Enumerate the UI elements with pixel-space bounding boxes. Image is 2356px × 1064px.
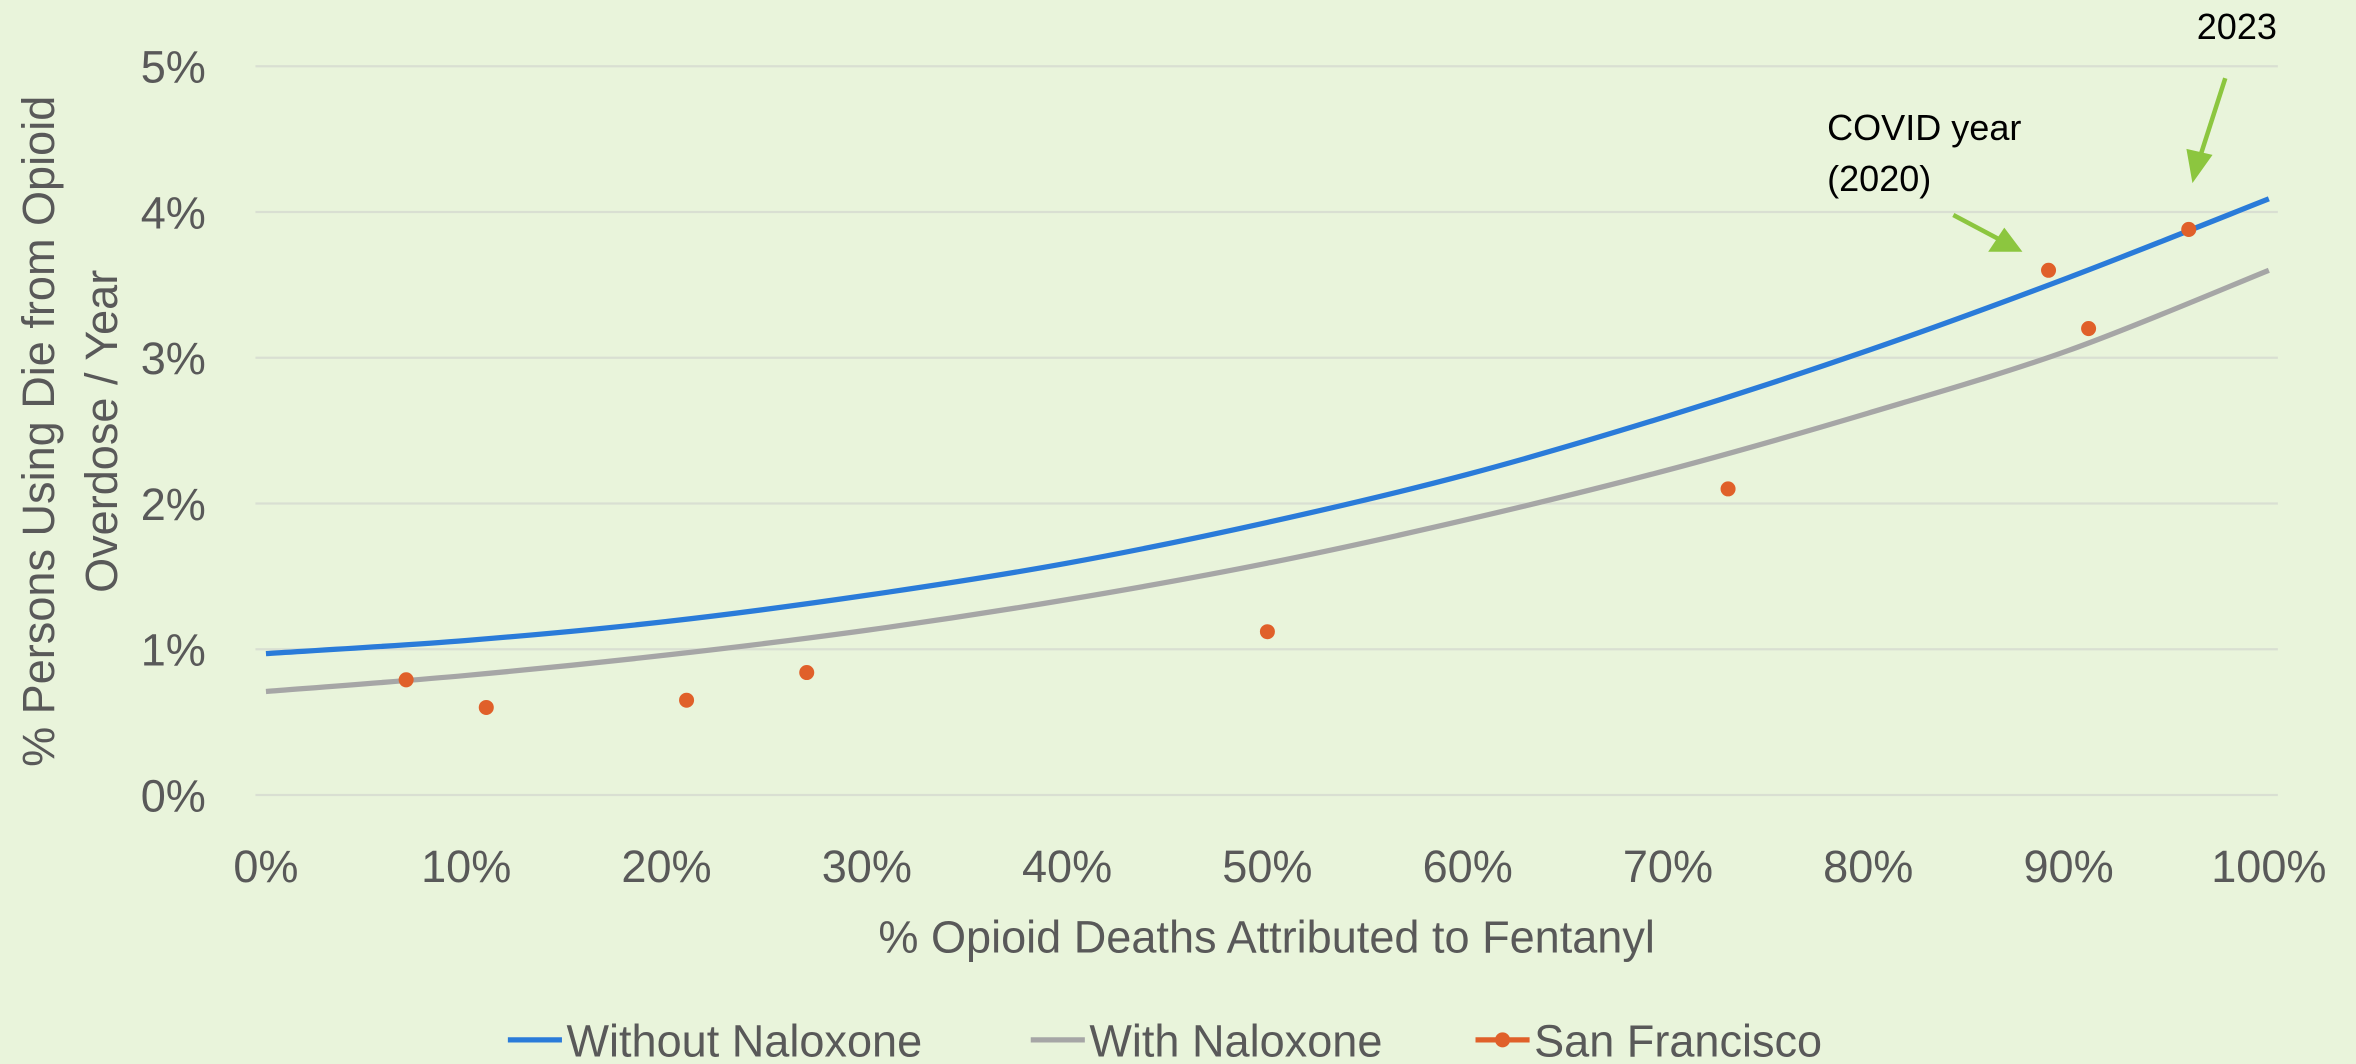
y-tick-label: 3%	[141, 333, 206, 384]
arrow	[1952, 212, 2003, 243]
x-tick-label: 20%	[621, 841, 711, 892]
y-tick-label: 0%	[141, 770, 206, 821]
arrow	[2197, 77, 2228, 159]
x-axis-title: % Opioid Deaths Attributed to Fentanyl	[878, 912, 1655, 963]
x-tick-label: 60%	[1423, 841, 1513, 892]
data-point	[799, 665, 815, 681]
series-line	[265, 267, 2270, 695]
x-tick-label: 70%	[1623, 841, 1713, 892]
legend-item: San Francisco	[1475, 1015, 1822, 1064]
x-tick-label: 0%	[233, 841, 298, 892]
data-point	[1720, 481, 1736, 497]
annotation-arrows	[1952, 77, 2228, 252]
arrowhead	[1988, 227, 2023, 252]
data-point	[2041, 262, 2057, 278]
x-tick-label: 50%	[1222, 841, 1312, 892]
y-tick-label: 5%	[141, 42, 206, 93]
x-tick-label: 10%	[421, 841, 511, 892]
annotation: (2020)	[1827, 158, 1931, 199]
data-point	[679, 692, 695, 708]
data-point	[478, 699, 494, 716]
y-axis-title: Overdose / Year	[76, 270, 127, 593]
data-point	[2081, 321, 2097, 337]
data-point	[1259, 624, 1275, 640]
y-axis-title: % Persons Using Die from Opioid	[13, 96, 64, 767]
legend-label: San Francisco	[1534, 1015, 1822, 1064]
x-tick-label: 40%	[1022, 841, 1112, 892]
legend-item: Without Naloxone	[507, 1015, 922, 1064]
y-tick-label: 1%	[141, 625, 206, 676]
arrowhead	[2186, 148, 2213, 184]
legend-marker	[1495, 1032, 1511, 1048]
x-tick-label: 100%	[2211, 841, 2326, 892]
x-tick-label: 80%	[1823, 841, 1913, 892]
legend-label: Without Naloxone	[566, 1015, 922, 1064]
x-tick-label: 30%	[822, 841, 912, 892]
legend-item: With Naloxone	[1030, 1015, 1382, 1064]
data-point	[2181, 221, 2197, 237]
y-tick-label: 4%	[141, 187, 206, 238]
y-tick-label: 2%	[141, 479, 206, 530]
annotation: COVID year	[1827, 107, 2021, 148]
annotation: 2023	[2197, 6, 2277, 47]
x-tick-label: 90%	[2023, 841, 2113, 892]
series-line	[265, 196, 2270, 657]
data-point	[398, 672, 414, 688]
legend-label: With Naloxone	[1089, 1015, 1382, 1064]
